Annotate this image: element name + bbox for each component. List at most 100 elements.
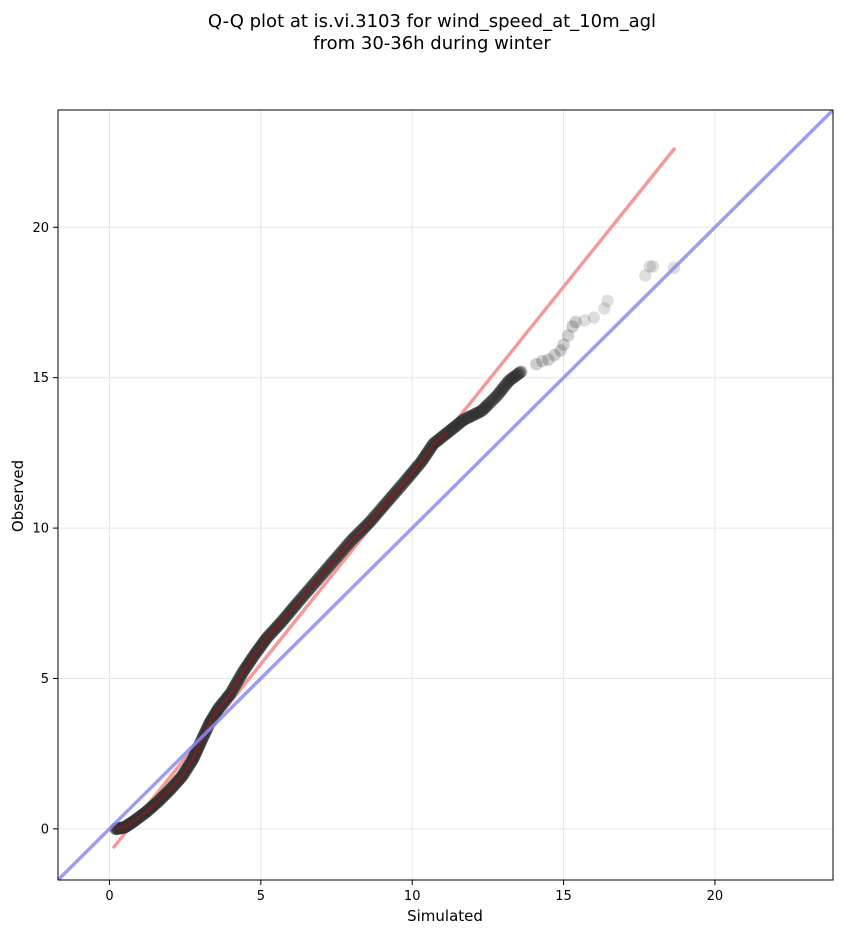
tail-point xyxy=(587,311,601,324)
data-point xyxy=(503,373,517,387)
data-point xyxy=(466,409,479,422)
y-tick-label: 10 xyxy=(32,522,49,537)
tail-point xyxy=(542,353,555,366)
x-tick-label: 10 xyxy=(404,889,421,904)
data-point xyxy=(496,382,510,395)
grid-lines xyxy=(58,110,833,880)
data-point xyxy=(511,368,524,381)
data-point xyxy=(495,383,509,396)
y-tick-label: 5 xyxy=(41,672,49,687)
y-axis-label: Observed xyxy=(9,460,27,532)
tail-point xyxy=(569,315,582,329)
data-point xyxy=(456,414,469,427)
y-axis-ticks: 0 5 10 15 20 xyxy=(32,221,58,837)
tail-point xyxy=(554,344,567,357)
identity-line-layer xyxy=(58,110,833,880)
data-point xyxy=(484,395,497,409)
data-point xyxy=(474,405,487,418)
data-point xyxy=(487,392,500,406)
core-trace-line xyxy=(115,430,450,831)
plot-area-frame xyxy=(57,109,834,881)
data-point xyxy=(493,386,506,399)
data-point xyxy=(510,368,524,382)
x-tick-label: 15 xyxy=(555,889,572,904)
data-point xyxy=(497,380,511,394)
tail-point xyxy=(561,329,575,342)
tail-point xyxy=(557,338,570,351)
tail-point xyxy=(643,260,657,273)
data-point xyxy=(448,420,462,433)
y-tick-label: 20 xyxy=(32,221,49,236)
data-point xyxy=(450,418,464,432)
data-point xyxy=(454,416,467,429)
data-point xyxy=(492,387,505,400)
chart-title-line2: from 30-36h during winter xyxy=(313,33,551,54)
tail-point xyxy=(530,357,543,371)
data-point xyxy=(486,393,499,407)
data-point xyxy=(481,399,494,412)
tail-point xyxy=(578,314,591,327)
data-point xyxy=(469,407,482,421)
data-point xyxy=(478,401,492,414)
data-point xyxy=(455,415,468,428)
data-point xyxy=(514,365,528,378)
tail-point xyxy=(639,269,652,282)
data-point xyxy=(483,397,496,410)
data-point xyxy=(498,379,511,393)
data-point xyxy=(475,404,489,417)
identity-line xyxy=(58,110,833,880)
data-point xyxy=(508,369,522,383)
data-point xyxy=(499,378,512,392)
data-point xyxy=(465,409,478,423)
data-point xyxy=(490,389,504,402)
x-axis-ticks: 0 5 10 15 20 xyxy=(105,880,723,904)
data-point xyxy=(508,370,521,384)
data-point xyxy=(457,413,470,427)
data-point xyxy=(473,405,486,419)
data-point xyxy=(501,376,514,390)
y-tick-label: 15 xyxy=(32,371,49,386)
data-point xyxy=(479,400,493,413)
data-point xyxy=(512,367,525,380)
y-tick-label: 0 xyxy=(41,822,49,837)
data-point xyxy=(462,411,476,424)
core-trace-layer xyxy=(115,430,450,831)
data-point xyxy=(477,402,491,415)
data-point xyxy=(485,394,498,408)
data-point xyxy=(500,377,513,391)
data-point xyxy=(463,410,477,423)
data-point xyxy=(446,422,460,435)
x-tick-label: 0 xyxy=(105,889,113,904)
data-point xyxy=(488,391,502,405)
tail-point xyxy=(536,354,549,368)
data-point xyxy=(470,407,483,420)
data-point xyxy=(449,419,463,433)
data-point xyxy=(460,412,473,425)
chart-title-line1: Q-Q plot at is.vi.3103 for wind_speed_at… xyxy=(208,11,656,32)
data-point xyxy=(495,384,508,397)
data-point xyxy=(502,375,515,388)
data-point xyxy=(471,406,485,419)
data-point xyxy=(504,373,518,386)
x-tick-label: 5 xyxy=(257,889,265,904)
data-point xyxy=(458,412,472,426)
data-point xyxy=(513,366,526,380)
data-point xyxy=(489,390,503,404)
data-point xyxy=(494,385,507,398)
data-point xyxy=(482,398,495,411)
data-point xyxy=(453,417,466,430)
data-point xyxy=(507,371,520,384)
data-point xyxy=(509,369,523,382)
tail-point xyxy=(548,348,561,362)
tail-point xyxy=(646,260,660,273)
data-point xyxy=(514,366,527,379)
data-point xyxy=(505,372,518,385)
tail-point xyxy=(601,294,614,308)
x-axis-label: Simulated xyxy=(407,907,483,925)
data-point xyxy=(506,371,519,385)
data-point xyxy=(447,421,461,434)
data-point xyxy=(502,374,516,387)
x-tick-label: 20 xyxy=(707,889,724,904)
data-point xyxy=(476,403,490,416)
